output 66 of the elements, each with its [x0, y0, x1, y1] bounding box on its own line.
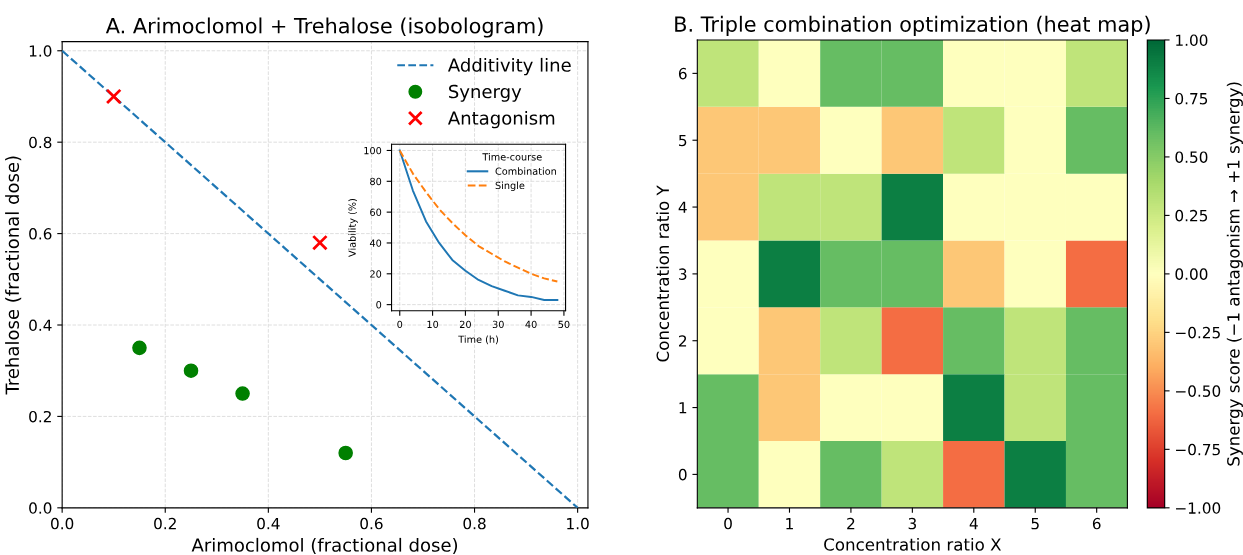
y-axis-title: Concentration ratio Y	[656, 185, 670, 362]
color-bar-label: −0.50	[1176, 385, 1221, 397]
legend-label: Synergy	[449, 84, 522, 102]
x-tick-label: 40	[525, 320, 537, 329]
chart-title: A. Arimoclomol + Trehalose (isobologram)	[105, 17, 543, 38]
legend-label: Antagonism	[447, 110, 555, 129]
color-bar-title: Synergy score (−1 antagonism → +1 synergy)	[1226, 82, 1243, 466]
y-tick-label: 0	[376, 301, 382, 309]
y-tick-label: 80	[370, 177, 382, 186]
y-tick-label: 0.2	[29, 410, 51, 423]
color-bar-label: 0.75	[1175, 92, 1208, 105]
x-tick-label: 0.2	[154, 517, 176, 530]
point	[183, 363, 199, 378]
y-tick-label: 0.6	[29, 228, 52, 240]
color-bar-label: 1.00	[1176, 34, 1208, 46]
color-bar-label: 0.00	[1175, 268, 1208, 280]
y-tick-label: 5	[679, 134, 687, 147]
legend-label: Single	[495, 181, 525, 191]
y-tick-label: 0.8	[29, 136, 52, 149]
legend-label: Combination	[495, 167, 556, 175]
point	[311, 234, 328, 251]
point	[338, 445, 353, 461]
x-tick-label: 1.0	[567, 517, 589, 530]
color-bar-label: 0.50	[1175, 151, 1208, 163]
y-axis-title: Viability (%)	[348, 198, 358, 257]
point	[235, 386, 250, 401]
y-tick-label: 1	[679, 402, 687, 414]
x-tick-label: 3	[908, 517, 916, 530]
y-tick-label: 1.0	[29, 45, 52, 57]
x-tick-label: 0.8	[463, 517, 486, 530]
x-tick-label: 20	[459, 320, 471, 329]
x-tick-label: 2	[847, 517, 855, 530]
x-tick-label: 4	[969, 518, 978, 530]
y-tick-label: 100	[364, 146, 382, 155]
point	[132, 340, 147, 356]
y-tick-label: 2	[679, 335, 687, 347]
y-tick-label: 3	[679, 268, 687, 280]
color-bar-label: −0.75	[1176, 443, 1220, 456]
y-tick-label: 6	[678, 67, 687, 80]
x-tick-label: 1	[786, 518, 793, 530]
y-tick-label: 20	[370, 270, 382, 278]
y-tick-label: 40	[369, 239, 382, 247]
x-tick-label: 5	[1031, 518, 1039, 530]
x-axis-title: Arimoclomol (fractional dose)	[191, 537, 458, 554]
x-tick-label: 0.0	[51, 517, 74, 530]
color-bar-label: −1.00	[1176, 502, 1221, 514]
x-axis-title: Time (h)	[458, 335, 499, 345]
color-bar-label: −0.25	[1176, 326, 1220, 339]
y-tick-label: 4	[678, 201, 687, 213]
y-tick-label: 60	[370, 208, 382, 216]
x-tick-label: 0	[397, 320, 403, 329]
legend-label: Additivity line	[447, 57, 571, 76]
x-axis-title: Concentration ratio X	[824, 537, 1002, 551]
y-tick-label: 0.0	[29, 502, 52, 514]
x-tick-label: 0.4	[257, 517, 280, 530]
y-axis-title: Trehalose (fractional dose)	[5, 156, 22, 395]
point	[105, 88, 122, 105]
x-tick-label: 10	[427, 320, 439, 329]
color-bar-label: 0.25	[1175, 209, 1208, 222]
x-tick-label: 50	[558, 320, 570, 329]
text: Time-course	[482, 153, 542, 161]
y-tick-label: 0	[678, 468, 687, 481]
x-tick-label: 30	[492, 320, 504, 329]
x-tick-label: 6	[1092, 517, 1101, 530]
chart-title: B. Triple combination optimization (heat map)	[675, 15, 1150, 36]
x-tick-label: 0	[724, 517, 732, 530]
